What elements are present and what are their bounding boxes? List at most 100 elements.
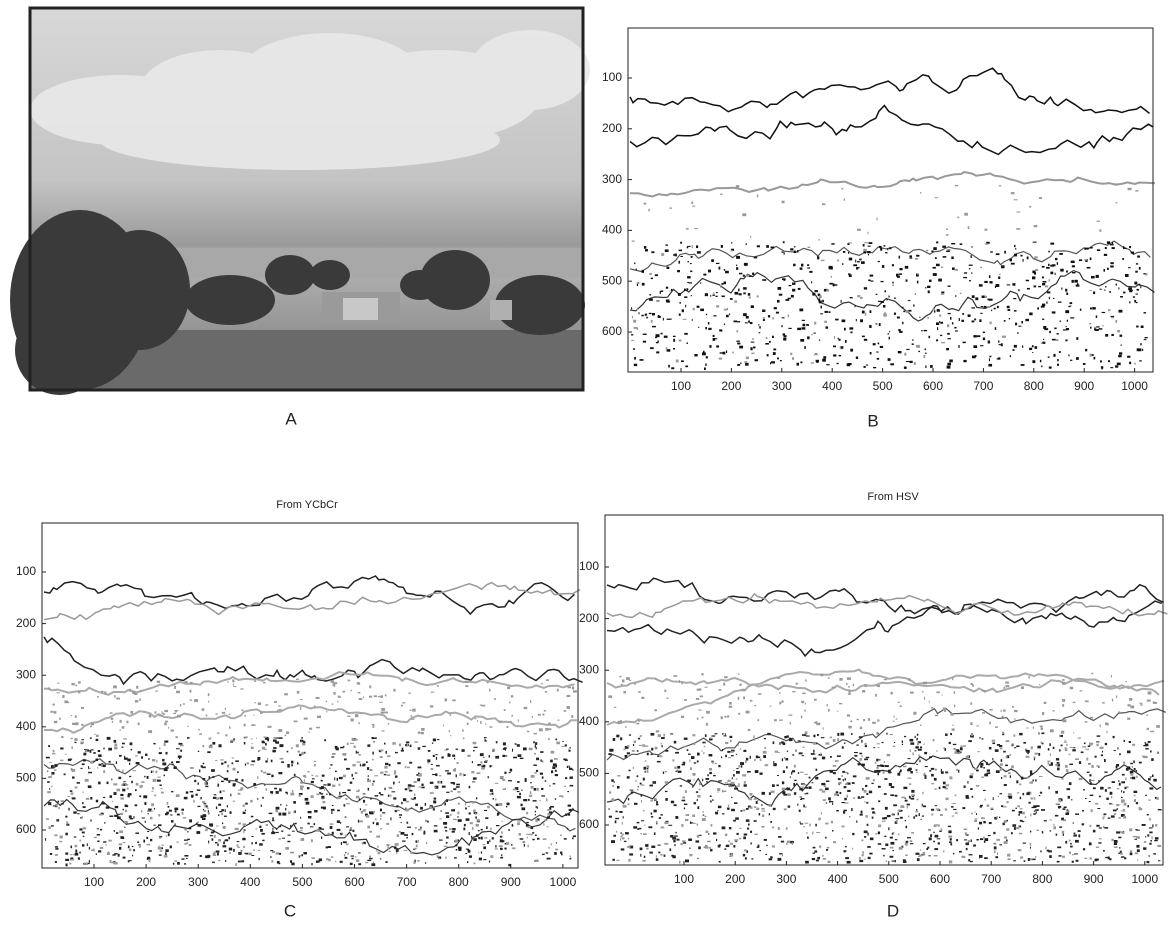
edge-speck bbox=[372, 759, 374, 761]
edge-speck bbox=[567, 828, 568, 830]
edge-speck bbox=[388, 723, 389, 725]
edge-speck bbox=[1121, 345, 1122, 346]
edge-speck bbox=[1134, 363, 1136, 365]
edge-speck bbox=[389, 764, 391, 766]
edge-speck bbox=[727, 751, 730, 753]
edge-speck bbox=[629, 770, 631, 772]
edge-speck bbox=[477, 720, 478, 722]
edge-speck bbox=[512, 825, 514, 827]
edge-speck bbox=[1003, 710, 1006, 712]
edge-speck bbox=[1019, 811, 1023, 813]
edge-speck bbox=[677, 839, 680, 841]
edge-speck bbox=[1123, 791, 1124, 793]
edge-speck bbox=[873, 747, 875, 748]
edge-speck bbox=[337, 701, 338, 703]
edge-speck bbox=[1030, 814, 1031, 817]
edge-speck bbox=[961, 320, 964, 322]
edge-speck bbox=[946, 229, 948, 230]
edge-speck bbox=[651, 251, 654, 253]
edge-speck bbox=[274, 701, 277, 703]
edge-speck bbox=[560, 835, 562, 836]
edge-speck bbox=[705, 327, 707, 329]
edge-speck bbox=[48, 826, 50, 829]
edge-speck bbox=[825, 837, 827, 839]
edge-speck bbox=[970, 702, 972, 704]
edge-speck bbox=[743, 292, 745, 294]
edge-speck bbox=[780, 360, 782, 361]
edge-speck bbox=[922, 804, 923, 807]
edge-speck bbox=[772, 317, 774, 319]
edge-speck bbox=[884, 793, 887, 795]
edge-speck bbox=[456, 749, 459, 750]
edge-speck bbox=[983, 767, 985, 769]
edge-speck bbox=[789, 738, 793, 741]
edge-speck bbox=[692, 823, 696, 824]
edge-speck bbox=[896, 820, 898, 823]
x-tick-label: 400 bbox=[828, 872, 848, 886]
edge-speck bbox=[379, 792, 381, 794]
edge-speck bbox=[646, 317, 648, 319]
edge-speck bbox=[545, 691, 547, 693]
edge-speck bbox=[1098, 780, 1099, 781]
edge-speck bbox=[414, 741, 418, 742]
edge-speck bbox=[1058, 806, 1061, 808]
edge-speck bbox=[475, 718, 477, 719]
edge-speck bbox=[848, 252, 849, 254]
edge-speck bbox=[122, 747, 124, 748]
edge-speck bbox=[387, 755, 390, 757]
edge-speck bbox=[1143, 847, 1146, 850]
edge-speck bbox=[845, 802, 848, 803]
edge-speck bbox=[326, 794, 327, 795]
edge-speck bbox=[209, 738, 212, 740]
edge-speck bbox=[876, 732, 878, 735]
edge-speck bbox=[889, 783, 892, 786]
edge-speck bbox=[1100, 360, 1102, 362]
edge-speck bbox=[1029, 313, 1032, 316]
edge-speck bbox=[83, 836, 84, 837]
edge-speck bbox=[697, 718, 699, 720]
edge-speck bbox=[200, 797, 201, 799]
edge-speck bbox=[459, 773, 461, 776]
edge-speck bbox=[843, 251, 845, 253]
edge-speck bbox=[750, 322, 753, 324]
edge-speck bbox=[462, 729, 463, 732]
edge-speck bbox=[69, 759, 72, 760]
edge-speck bbox=[674, 741, 677, 744]
edge-speck bbox=[848, 692, 850, 695]
edge-speck bbox=[882, 742, 884, 743]
edge-speck bbox=[980, 737, 981, 739]
edge-speck bbox=[827, 704, 828, 706]
edge-speck bbox=[900, 705, 902, 707]
edge-speck bbox=[532, 832, 534, 834]
edge-speck bbox=[1099, 328, 1103, 329]
edge-speck bbox=[555, 770, 557, 772]
edge-speck bbox=[1153, 853, 1156, 854]
edge-speck bbox=[72, 769, 75, 772]
edge-speck bbox=[800, 339, 804, 342]
edge-speck bbox=[649, 299, 653, 301]
edge-speck bbox=[813, 735, 815, 738]
edge-speck bbox=[1031, 746, 1033, 749]
edge-speck bbox=[733, 845, 735, 847]
edge-speck bbox=[322, 801, 325, 803]
edge-speck bbox=[656, 804, 658, 806]
edge-speck bbox=[979, 822, 982, 825]
edge-speck bbox=[980, 805, 983, 806]
edge-speck bbox=[992, 758, 993, 760]
edge-speck bbox=[884, 679, 887, 680]
edge-speck bbox=[1025, 749, 1026, 752]
edge-speck bbox=[354, 739, 358, 741]
edge-speck bbox=[935, 805, 938, 806]
edge-speck bbox=[251, 816, 254, 817]
edge-speck bbox=[380, 815, 381, 817]
edge-speck bbox=[490, 793, 492, 795]
x-tick-label: 400 bbox=[822, 379, 842, 393]
edge-speck bbox=[331, 809, 335, 811]
edge-speck bbox=[535, 814, 536, 815]
edge-speck bbox=[817, 734, 819, 736]
edge-speck bbox=[405, 788, 408, 790]
edge-speck bbox=[489, 689, 490, 692]
edge-speck bbox=[931, 768, 934, 770]
edge-speck bbox=[232, 679, 234, 682]
edge-speck bbox=[186, 858, 188, 859]
